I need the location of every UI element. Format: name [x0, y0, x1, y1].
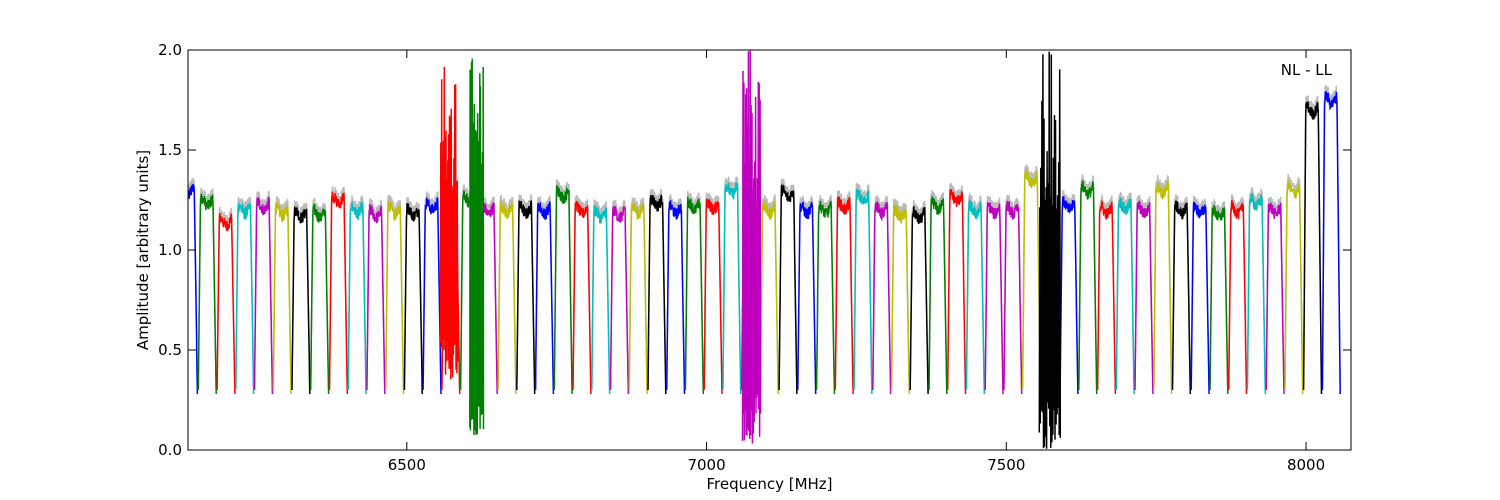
y-tick-label: 0.0: [158, 441, 182, 459]
series-line: [497, 200, 517, 395]
series-line: [534, 201, 555, 395]
series-line: [1003, 200, 1023, 395]
rfi-spike-line: [439, 66, 459, 380]
rfi-spike-line: [1038, 51, 1062, 449]
series-line: [1171, 200, 1192, 395]
x-axis: 6500 7000 7500 8000: [388, 50, 1325, 474]
series-line: [553, 185, 573, 395]
series-line: [1302, 101, 1323, 395]
series-line: [609, 206, 630, 395]
series-line: [815, 200, 836, 395]
series-line: [647, 194, 667, 395]
y-tick-label: 1.5: [158, 141, 182, 159]
series-line: [1153, 180, 1173, 395]
series-line: [309, 203, 330, 395]
series-line: [628, 203, 648, 395]
x-tick-label: 7000: [687, 456, 725, 474]
rfi-spike-line: [469, 58, 485, 436]
series-line: [384, 200, 405, 395]
series-line: [235, 202, 255, 395]
series-line: [272, 202, 292, 395]
series-line: [1284, 180, 1304, 395]
series-line: [1078, 180, 1098, 395]
x-tick-label: 7500: [987, 456, 1025, 474]
series-line: [366, 204, 386, 395]
series-line: [1265, 202, 1285, 395]
series-line: [1246, 193, 1267, 395]
series-line: [422, 197, 442, 395]
series-line: [778, 184, 798, 395]
series-line: [347, 201, 367, 395]
series-line: [759, 200, 779, 395]
series-line: [665, 200, 686, 395]
y-axis: 0.0 0.5 1.0 1.5 2.0: [158, 41, 1351, 459]
series-line: [328, 191, 349, 395]
series-group: [188, 50, 1341, 449]
series-line: [797, 201, 817, 395]
series-line: [591, 205, 611, 395]
series-line: [197, 193, 217, 395]
series-line: [403, 203, 423, 395]
series-line: [253, 196, 274, 395]
y-tick-label: 1.0: [158, 241, 182, 259]
series-line: [1227, 200, 1248, 395]
series-line: [890, 204, 911, 395]
plot-area: [188, 50, 1351, 450]
series-line: [216, 213, 236, 395]
series-line: [516, 199, 536, 395]
series-line: [909, 206, 929, 395]
series-line: [872, 201, 892, 395]
corner-annotation: NL - LL: [1281, 61, 1333, 79]
series-line: [853, 188, 873, 395]
series-line: [946, 189, 967, 395]
rfi-spike-line: [741, 50, 762, 444]
y-tick-label: 0.5: [158, 341, 182, 359]
series-line: [1096, 199, 1117, 395]
series-line: [928, 195, 948, 395]
series-line: [684, 196, 705, 395]
series-line: [965, 198, 986, 395]
x-tick-label: 6500: [388, 456, 426, 474]
series-line: [984, 201, 1004, 395]
series-line: [834, 196, 854, 395]
series-line: [291, 205, 311, 395]
series-line: [1059, 196, 1079, 395]
y-axis-label: Amplitude [arbitrary units]: [134, 150, 152, 350]
series-line: [1021, 170, 1042, 395]
series-line: [572, 200, 592, 395]
series-line: [703, 198, 723, 395]
series-line: [1115, 197, 1135, 395]
series-line: [1209, 205, 1229, 395]
x-tick-label: 8000: [1287, 456, 1325, 474]
series-line: [1134, 200, 1154, 395]
x-axis-label: Frequency [MHz]: [706, 475, 832, 493]
series-line: [722, 181, 742, 395]
series-line: [1190, 201, 1210, 395]
y-tick-label: 2.0: [158, 41, 182, 59]
series-line: [1321, 91, 1341, 395]
